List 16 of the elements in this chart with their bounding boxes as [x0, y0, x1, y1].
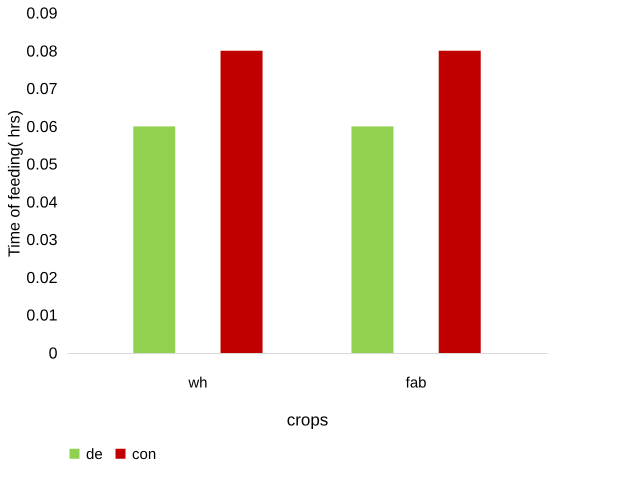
y-tick-label: 0.03 — [26, 232, 58, 250]
y-tick-label: 0.04 — [26, 194, 58, 212]
y-tick-label: 0.02 — [26, 270, 58, 287]
y-tick-label: 0.06 — [26, 118, 58, 136]
y-tick-label: 0 — [48, 346, 58, 362]
legend-label: de — [86, 446, 103, 463]
y-tick-label: 0.05 — [26, 156, 58, 174]
y-tick-label: 0.08 — [26, 43, 58, 60]
x-tick-label: fab — [406, 374, 427, 392]
y-tick-label: 0.09 — [26, 6, 58, 22]
x-axis-title: crops — [286, 410, 328, 430]
y-tick-label: 0.07 — [26, 81, 58, 98]
y-axis-title: Time of feeding( hrs) — [6, 110, 24, 258]
legend-label: con — [132, 446, 156, 463]
x-tick-label: wh — [187, 374, 208, 392]
y-tick-label: 0.01 — [26, 308, 58, 325]
